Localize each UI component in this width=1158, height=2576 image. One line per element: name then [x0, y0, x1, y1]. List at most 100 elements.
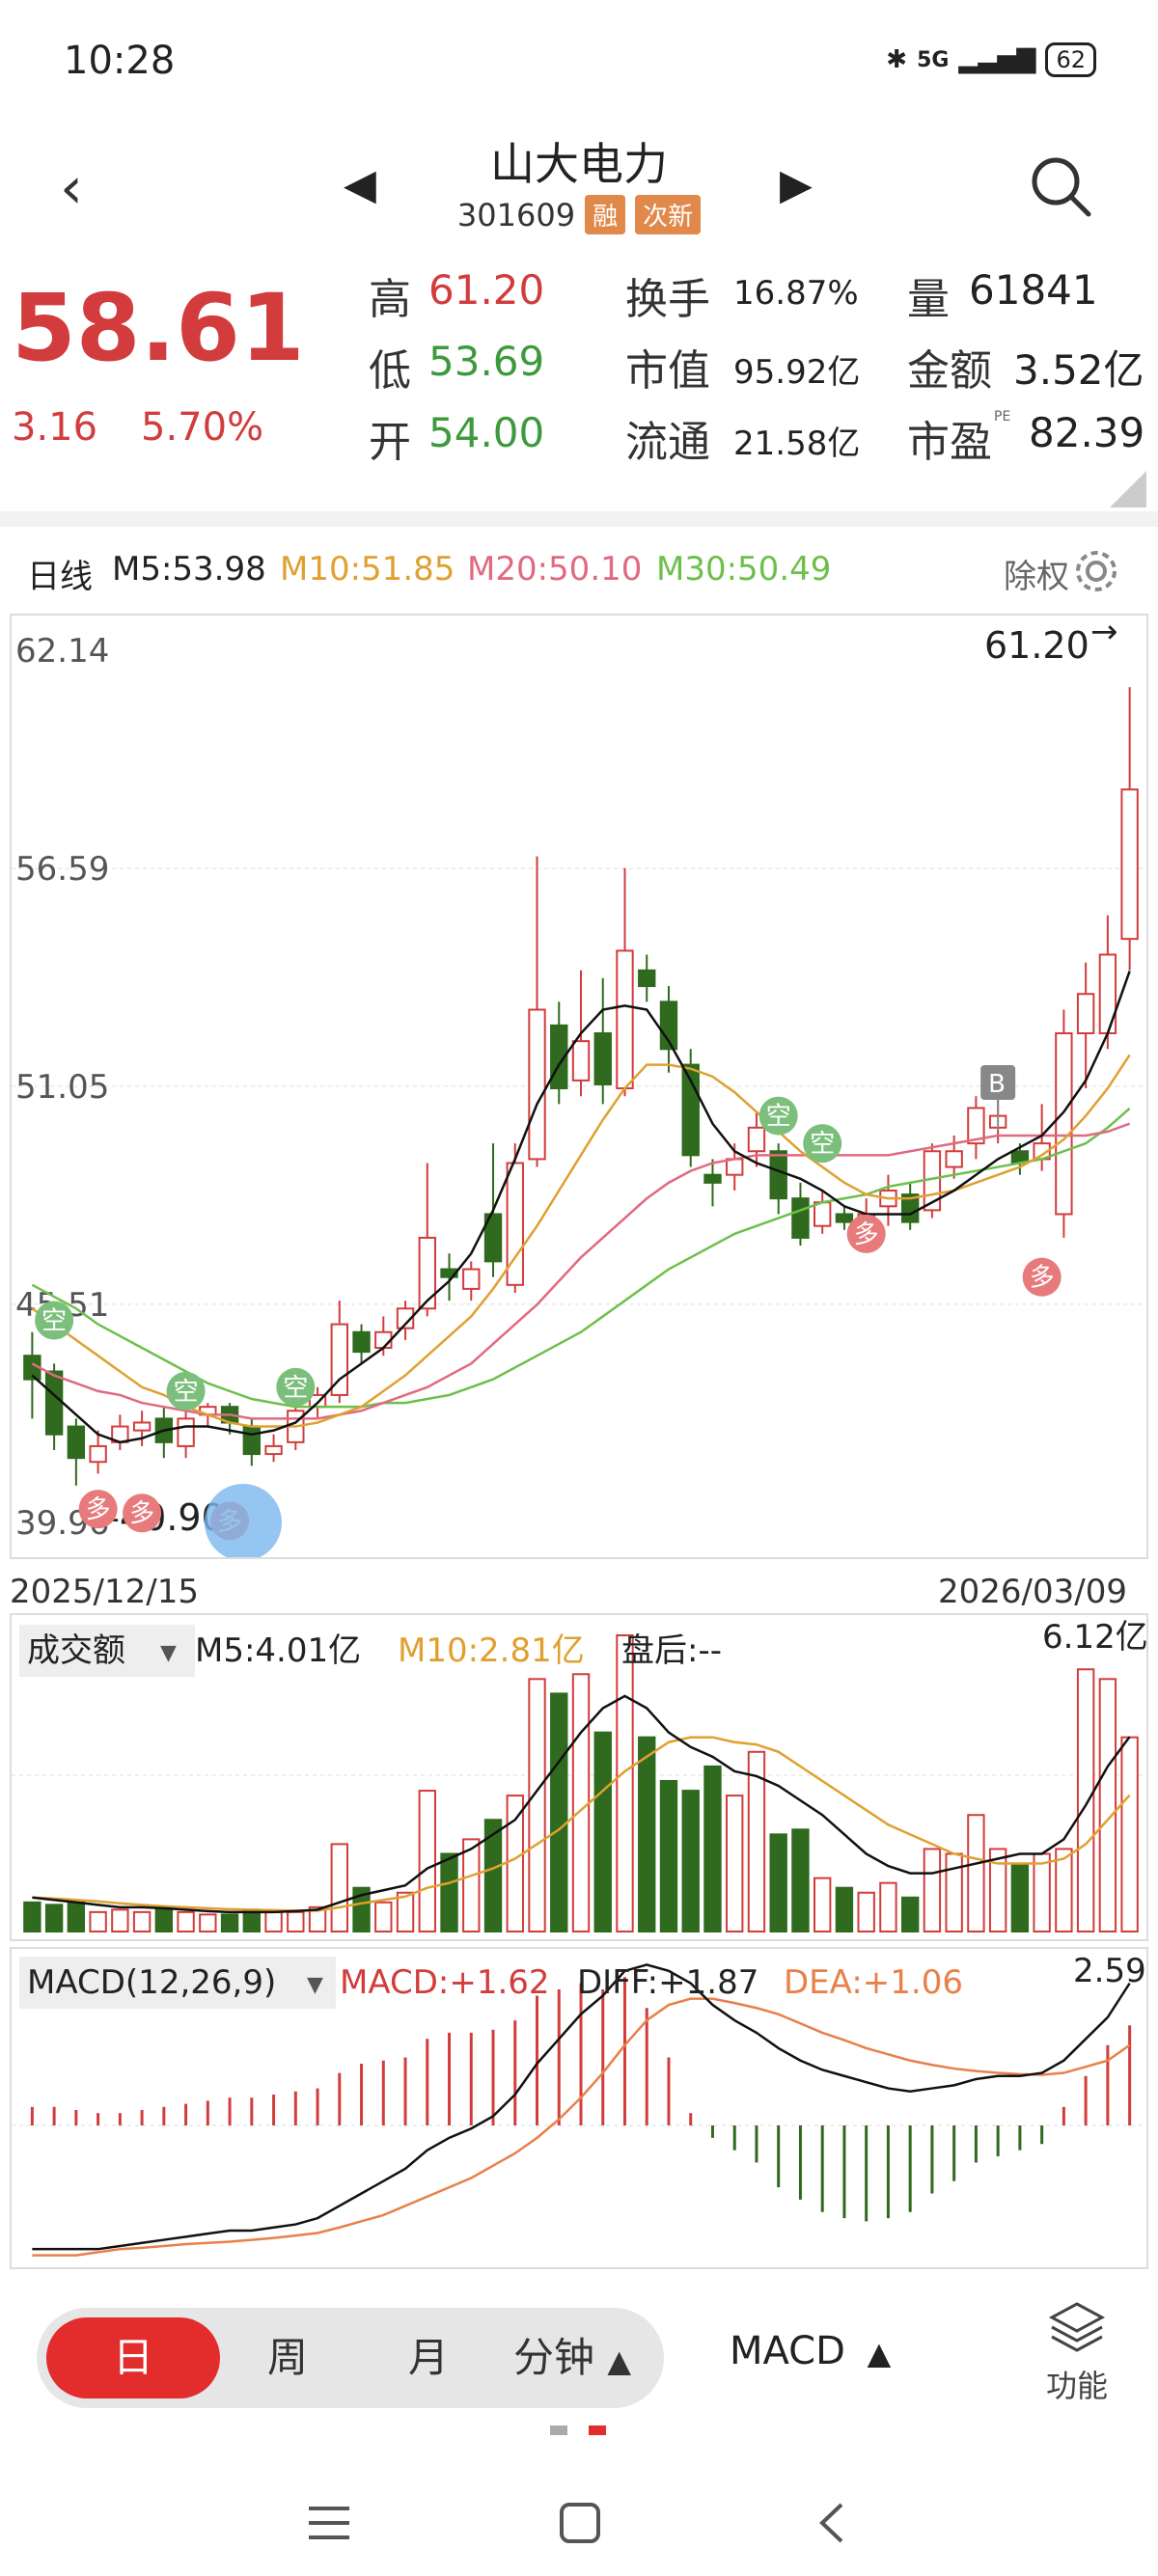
section-divider: [0, 511, 1158, 527]
low-value: 53.69: [428, 338, 545, 385]
volume-bar: [571, 1673, 591, 1932]
volume-bar: [374, 1901, 393, 1933]
menu-icon[interactable]: [305, 2499, 353, 2547]
long-signal-marker: [846, 1214, 886, 1253]
volume-value: 61841: [969, 266, 1098, 314]
volume-bar: [659, 1779, 678, 1932]
home-icon[interactable]: [556, 2499, 604, 2547]
status-bar: 10:28 ✱ 5G ▂▃▅▇ 62: [0, 0, 1158, 125]
volume-bar: [177, 1910, 195, 1933]
expand-corner-icon[interactable]: [1110, 471, 1146, 507]
candle-body: [813, 1201, 832, 1227]
short-signal-label: 空: [810, 1130, 835, 1159]
status-time: 10:28: [64, 39, 176, 83]
volume-bar: [857, 1891, 875, 1932]
volume-bar: [616, 1634, 634, 1933]
volume-chart[interactable]: 成交额 ▼ M5:4.01亿 M10:2.81亿 盘后:-- 6.12亿: [10, 1613, 1148, 1941]
candle-body: [1120, 788, 1139, 941]
volume-m10-legend: M10:2.81亿: [398, 1631, 585, 1670]
candle-body: [769, 1150, 787, 1200]
function-label: 功能: [1046, 2368, 1109, 2404]
candle-body: [835, 1213, 854, 1223]
next-stock-icon[interactable]: ▶: [780, 160, 813, 209]
volume-bar: [440, 1852, 458, 1932]
volume-bar: [220, 1913, 239, 1932]
volume-bar: [1033, 1852, 1051, 1932]
volume-bar: [900, 1896, 920, 1932]
tab-minute-label: 分钟: [513, 2334, 595, 2381]
short-signal-marker: [35, 1301, 74, 1340]
volume-bar: [352, 1886, 371, 1932]
dea-line: [32, 1997, 1131, 2257]
y-tick-label: 62.14: [15, 632, 109, 671]
volume-bar: [681, 1790, 700, 1932]
pe-superscript: PE: [994, 409, 1011, 425]
candle-body: [703, 1173, 722, 1184]
candle-body: [352, 1330, 371, 1354]
volume-bar: [726, 1795, 744, 1932]
ma30-legend: M30:50.49: [656, 550, 832, 589]
low-label: 低: [369, 346, 411, 396]
short-signal-label: 空: [174, 1378, 199, 1407]
candle-body: [440, 1268, 458, 1278]
volume-bar: [287, 1910, 305, 1933]
gear-icon[interactable]: [1071, 546, 1121, 596]
candle-body: [132, 1421, 152, 1432]
period-label: 日线: [27, 558, 93, 596]
open-label: 开: [369, 418, 411, 467]
back-icon[interactable]: ‹: [60, 154, 83, 222]
indicator-selector[interactable]: MACD ▲: [730, 2329, 891, 2373]
x-start-date: 2025/12/15: [10, 1573, 199, 1611]
volume-bar: [308, 1905, 327, 1933]
pe-value: 82.39: [1029, 409, 1145, 456]
volume-bar: [835, 1886, 854, 1932]
prev-stock-icon[interactable]: ◀: [344, 160, 376, 209]
volume-title: 成交额: [27, 1631, 125, 1670]
buy-signal-label: B: [988, 1070, 1006, 1099]
function-button[interactable]: 功能: [1046, 2300, 1108, 2406]
candle-body: [726, 1158, 744, 1176]
chevron-down-icon: ▼: [307, 1973, 323, 1997]
volume-bar: [638, 1736, 656, 1932]
triangle-up-icon: ▲: [867, 2335, 892, 2371]
chevron-down-icon: ▼: [160, 1641, 177, 1665]
max-price-label: 61.20: [984, 624, 1089, 667]
short-signal-marker: [758, 1096, 798, 1136]
candle-body: [1098, 953, 1117, 1034]
tab-day[interactable]: 日: [46, 2317, 220, 2398]
long-signal-label: 多: [129, 1499, 154, 1528]
long-signal-label: 多: [86, 1495, 111, 1524]
volume-bar: [44, 1904, 64, 1932]
long-signal-label: 多: [854, 1220, 879, 1249]
volume-bar: [879, 1881, 897, 1933]
high-value: 61.20: [428, 266, 545, 314]
macd-chart[interactable]: MACD(12,26,9) ▼ MACD:+1.62 DIFF:+1.87 DEA:+1…: [10, 1947, 1148, 2269]
volume-bar: [462, 1838, 481, 1933]
tab-minute[interactable]: 分钟 ▲: [490, 2308, 654, 2408]
volume-bar: [67, 1901, 86, 1933]
volume-bar: [111, 1908, 129, 1932]
volume-bar: [1076, 1668, 1095, 1933]
dea-legend: DEA:+1.06: [784, 1963, 963, 2002]
back-nav-icon[interactable]: [809, 2499, 857, 2547]
candle-body: [791, 1197, 810, 1239]
price-change: 3.16: [12, 405, 98, 450]
bluetooth-icon: ✱: [886, 45, 908, 74]
candle-body: [571, 1040, 591, 1082]
volume-bar: [418, 1790, 436, 1932]
float-label: 流通: [625, 418, 710, 467]
volume-bar: [483, 1819, 503, 1932]
candle-body: [264, 1444, 283, 1456]
volume-ma10-line: [32, 1736, 1131, 1912]
tab-month[interactable]: 月: [407, 2334, 449, 2381]
exright-button[interactable]: 除权: [1004, 558, 1069, 596]
ma30-line: [31, 1107, 1131, 1409]
kline-chart[interactable]: 62.1456.5951.0545.5139.9661.20→—40.90空空空…: [10, 614, 1148, 1559]
search-icon[interactable]: [1027, 152, 1094, 220]
volume-bar: [791, 1828, 810, 1932]
tab-week[interactable]: 周: [266, 2334, 308, 2381]
short-signal-marker: [166, 1371, 206, 1411]
volume-m5-legend: M5:4.01亿: [195, 1631, 361, 1670]
volume-label: 量: [907, 275, 950, 324]
candle-body: [593, 1031, 612, 1085]
